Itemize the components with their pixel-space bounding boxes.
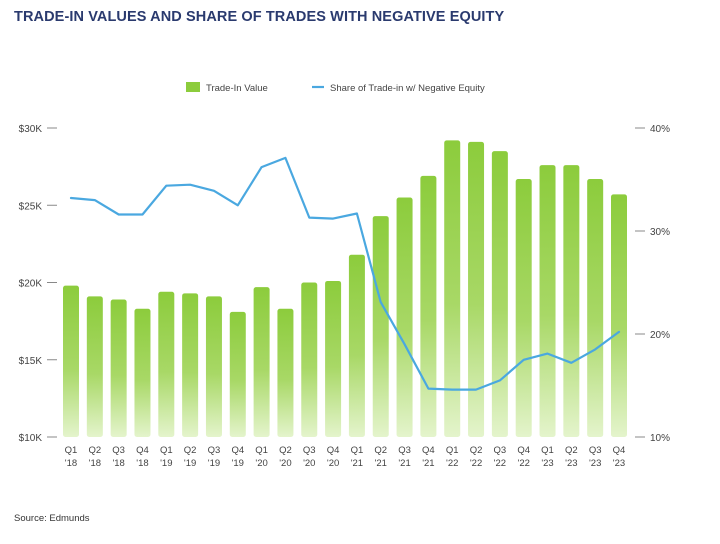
x-axis-label-year: '21	[398, 458, 410, 469]
x-axis-label-year: '19	[232, 458, 244, 469]
bar	[277, 308, 294, 437]
left-axis-label: $15K	[19, 356, 43, 367]
x-axis-label-quarter: Q2	[88, 445, 101, 456]
bar	[301, 282, 318, 437]
bar	[253, 287, 270, 437]
x-axis-label-year: '20	[327, 458, 339, 469]
x-axis-label-quarter: Q3	[494, 445, 507, 456]
bar	[63, 285, 79, 437]
x-axis-label-quarter: Q2	[470, 445, 483, 456]
bar	[515, 178, 532, 438]
x-axis-label-year: '21	[422, 458, 434, 469]
bar	[205, 296, 222, 437]
right-axis-label: 30%	[650, 227, 670, 238]
bar	[229, 311, 246, 437]
bar	[420, 175, 437, 437]
left-axis-label: $25K	[19, 201, 43, 212]
x-axis-label-year: '22	[518, 458, 530, 469]
bar	[158, 291, 175, 437]
bar	[611, 194, 627, 437]
x-axis-label-quarter: Q4	[613, 445, 626, 456]
x-axis-label-quarter: Q3	[303, 445, 316, 456]
source-note: Source: Edmunds	[14, 513, 90, 524]
x-axis-label-year: '18	[65, 458, 77, 469]
x-axis-label-quarter: Q3	[208, 445, 221, 456]
x-axis-label-quarter: Q1	[160, 445, 173, 456]
x-axis-label-quarter: Q1	[255, 445, 268, 456]
bar	[325, 280, 342, 437]
bar	[134, 308, 151, 437]
bar-series	[63, 140, 627, 438]
right-axis-label: 10%	[650, 433, 670, 444]
legend-label-trade-in-value: Trade-In Value	[206, 83, 268, 94]
bar	[491, 151, 508, 438]
bar	[372, 216, 389, 437]
legend-swatch-trade-in-value	[186, 82, 200, 92]
x-axis-label-year: '18	[136, 458, 148, 469]
x-axis-label-year: '18	[112, 458, 124, 469]
line-series	[69, 156, 621, 391]
chart-title: TRADE-IN VALUES AND SHARE OF TRADES WITH…	[14, 9, 505, 25]
x-axis-label-year: '19	[160, 458, 172, 469]
x-axis-label-quarter: Q2	[279, 445, 292, 456]
left-axis-label: $20K	[19, 279, 43, 290]
x-axis-label-year: '22	[446, 458, 458, 469]
legend-label-negative-equity: Share of Trade-in w/ Negative Equity	[330, 83, 485, 94]
x-axis-label-year: '22	[470, 458, 482, 469]
x-axis-label-year: '18	[89, 458, 101, 469]
x-axis-label-year: '20	[279, 458, 291, 469]
x-axis-label-quarter: Q4	[517, 445, 530, 456]
x-axis-label-year: '22	[494, 458, 506, 469]
x-axis-label-year: '23	[613, 458, 625, 469]
bar	[396, 197, 413, 437]
left-axis-label: $10K	[19, 433, 43, 444]
x-axis-label-year: '23	[589, 458, 601, 469]
x-axis-label-quarter: Q3	[112, 445, 125, 456]
x-axis-label-year: '20	[303, 458, 315, 469]
x-axis-label-quarter: Q4	[136, 445, 149, 456]
x-axis-label-quarter: Q2	[184, 445, 197, 456]
x-axis-label-quarter: Q4	[231, 445, 244, 456]
bar	[110, 299, 127, 437]
x-axis-label-year: '19	[208, 458, 220, 469]
right-axis-label: 20%	[650, 330, 670, 341]
x-axis-label-quarter: Q2	[565, 445, 578, 456]
x-axis-label-year: '20	[255, 458, 267, 469]
x-axis-label-quarter: Q4	[422, 445, 435, 456]
x-axis-label-year: '23	[565, 458, 577, 469]
x-axis-label-quarter: Q1	[351, 445, 364, 456]
x-axis-label-year: '23	[541, 458, 553, 469]
x-axis-label-quarter: Q2	[374, 445, 387, 456]
right-axis-label: 40%	[650, 124, 670, 135]
x-axis-label-quarter: Q1	[446, 445, 459, 456]
x-axis-label-quarter: Q3	[398, 445, 411, 456]
legend: Trade-In Value Share of Trade-in w/ Negat…	[186, 82, 485, 94]
x-axis-label-quarter: Q1	[65, 445, 78, 456]
left-axis-label: $30K	[19, 124, 43, 135]
x-axis-label-quarter: Q3	[589, 445, 602, 456]
line-points	[70, 157, 620, 390]
bar	[348, 254, 365, 437]
bar	[563, 165, 580, 437]
x-axis-label-year: '21	[375, 458, 387, 469]
x-axis-label-year: '19	[184, 458, 196, 469]
bar	[86, 296, 103, 437]
bar	[539, 165, 556, 437]
bar	[182, 293, 199, 437]
bar	[468, 141, 485, 437]
x-axis-label-quarter: Q4	[327, 445, 340, 456]
bar	[587, 178, 604, 438]
x-axis-label-year: '21	[351, 458, 363, 469]
bar	[444, 140, 461, 438]
x-axis-label-quarter: Q1	[541, 445, 554, 456]
